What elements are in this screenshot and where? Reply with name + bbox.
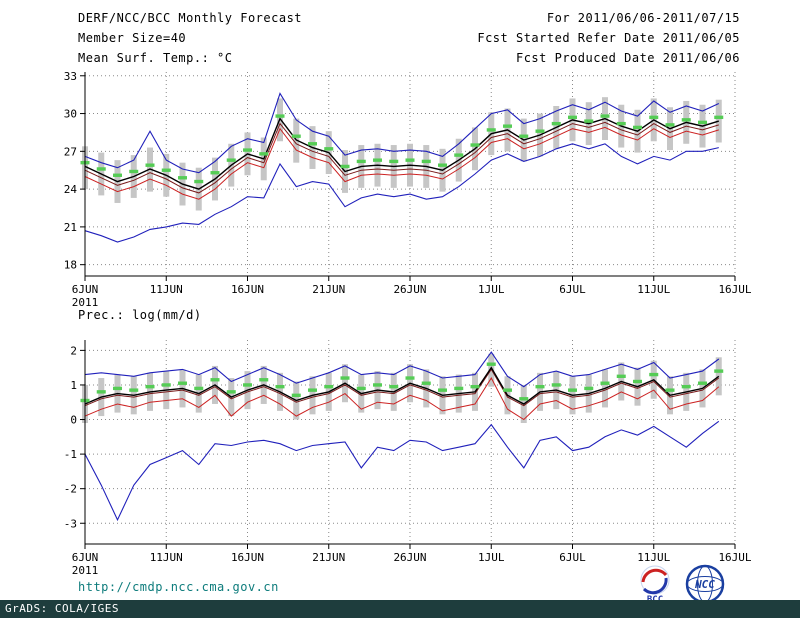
temperature-chart: 6JUN 11JUN 16JUN 21JUN 26JUN 1JUL 6JUL 11JUL 16J… (64, 70, 752, 309)
website-url[interactable]: http://cmdp.ncc.cma.gov.cn (78, 580, 279, 594)
svg-text:27: 27 (64, 145, 77, 158)
bcc-logo-text: BCC (647, 595, 663, 604)
precipitation-chart: 6JUN 11JUN 16JUN 21JUN 26JUN 1JUL 6JUL 11JUL 16J… (64, 340, 752, 577)
svg-text:30: 30 (64, 108, 77, 121)
svg-text:0: 0 (70, 414, 77, 427)
temperature-panel-label: Mean Surf. Temp.: °C (78, 51, 233, 65)
svg-text:33: 33 (64, 70, 77, 83)
svg-text:-1: -1 (64, 448, 77, 461)
logos: BCC NCC (636, 563, 726, 605)
svg-text:18: 18 (64, 259, 77, 272)
svg-text:21JUN: 21JUN (312, 551, 345, 564)
ncc-logo-text: NCC (694, 578, 715, 591)
precipitation-panel-label: Prec.: log(mm/d) (78, 308, 202, 322)
svg-text:6JUL: 6JUL (559, 283, 586, 296)
bcc-logo: BCC (640, 565, 670, 604)
svg-text:16JUL: 16JUL (718, 283, 751, 296)
header-right-column: For 2011/06/06-2011/07/15 Fcst Started R… (477, 8, 740, 68)
svg-text:21JUN: 21JUN (312, 283, 345, 296)
svg-text:1JUL: 1JUL (478, 551, 505, 564)
svg-text:6JUL: 6JUL (559, 551, 586, 564)
svg-text:11JUL: 11JUL (637, 283, 670, 296)
svg-text:16JUL: 16JUL (718, 551, 751, 564)
svg-text:24: 24 (64, 183, 78, 196)
svg-text:6JUN: 6JUN (72, 283, 99, 296)
member-size-label: Member Size=40 (78, 31, 187, 45)
header-left-column: DERF/NCC/BCC Monthly Forecast Member Siz… (78, 8, 302, 68)
svg-text:21: 21 (64, 221, 77, 234)
grads-attribution: GrADS: COLA/IGES (0, 600, 800, 618)
svg-text:6JUN: 6JUN (72, 551, 99, 564)
produced-date-label: Fcst Produced Date 2011/06/06 (515, 51, 740, 65)
svg-text:2011: 2011 (72, 296, 99, 309)
ncc-logo: NCC (685, 564, 725, 604)
refer-date-label: Fcst Started Refer Date 2011/06/05 (477, 31, 740, 45)
svg-text:11JUN: 11JUN (150, 283, 183, 296)
svg-text:26JUN: 26JUN (393, 551, 426, 564)
svg-text:16JUN: 16JUN (231, 551, 264, 564)
svg-text:2011: 2011 (72, 564, 99, 577)
svg-text:1: 1 (70, 379, 77, 392)
svg-text:1JUL: 1JUL (478, 283, 505, 296)
header: DERF/NCC/BCC Monthly Forecast Member Siz… (78, 8, 740, 68)
chart-title: DERF/NCC/BCC Monthly Forecast (78, 11, 303, 25)
svg-text:11JUL: 11JUL (637, 551, 670, 564)
forecast-period-label: For 2011/06/06-2011/07/15 (546, 11, 740, 25)
svg-text:-2: -2 (64, 483, 77, 496)
svg-text:16JUN: 16JUN (231, 283, 264, 296)
svg-text:26JUN: 26JUN (393, 283, 426, 296)
svg-text:-3: -3 (64, 517, 77, 530)
svg-text:2: 2 (70, 344, 77, 357)
svg-text:11JUN: 11JUN (150, 551, 183, 564)
